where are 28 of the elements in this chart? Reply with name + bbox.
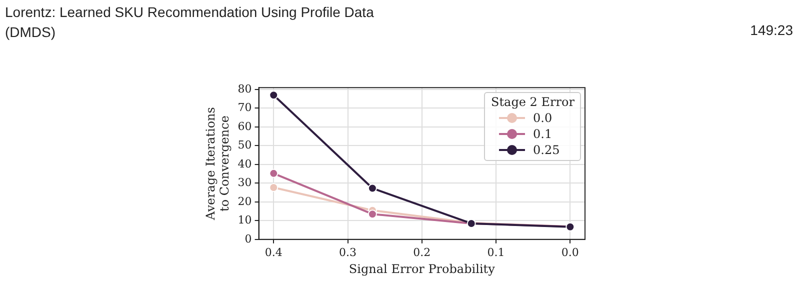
y-tick-label: 40 (238, 157, 252, 170)
point (269, 182, 278, 192)
legend-label: 0.1 (533, 126, 552, 141)
x-tick-label: 0.3 (339, 246, 357, 259)
y-tick-label: 60 (238, 120, 252, 133)
text: (DMDS) (5, 23, 57, 42)
y-tick-label: 10 (238, 214, 252, 227)
point (368, 210, 377, 219)
text: 149:23 (750, 22, 793, 38)
point (269, 168, 278, 178)
x-tick-label: 0.1 (487, 246, 505, 259)
y-tick-label: 80 (238, 82, 252, 96)
legend-title: Stage 2 Error (491, 94, 574, 109)
y-tick-label: 70 (238, 101, 252, 114)
x-axis-title: Signal Error Probability (348, 262, 496, 276)
point (269, 90, 278, 100)
y-tick-label: 0 (244, 232, 252, 246)
x-tick-label: 0.0 (561, 246, 579, 259)
chart-title: Lorentz: Learned SKU Recommendation Using Profile Data (5, 3, 374, 22)
legend-label: 0.0 (533, 110, 552, 125)
y-tick-label: 50 (238, 138, 252, 152)
x-tick-label: 0.2 (413, 246, 431, 259)
y-axis-title: Average Iterations to Convergence (203, 107, 232, 221)
y-tick-label: 20 (238, 194, 252, 208)
y-tick-label: 30 (238, 176, 252, 190)
x-tick-label: 0.4 (264, 246, 282, 259)
point (368, 184, 377, 193)
legend-label: 0.25 (533, 142, 560, 157)
